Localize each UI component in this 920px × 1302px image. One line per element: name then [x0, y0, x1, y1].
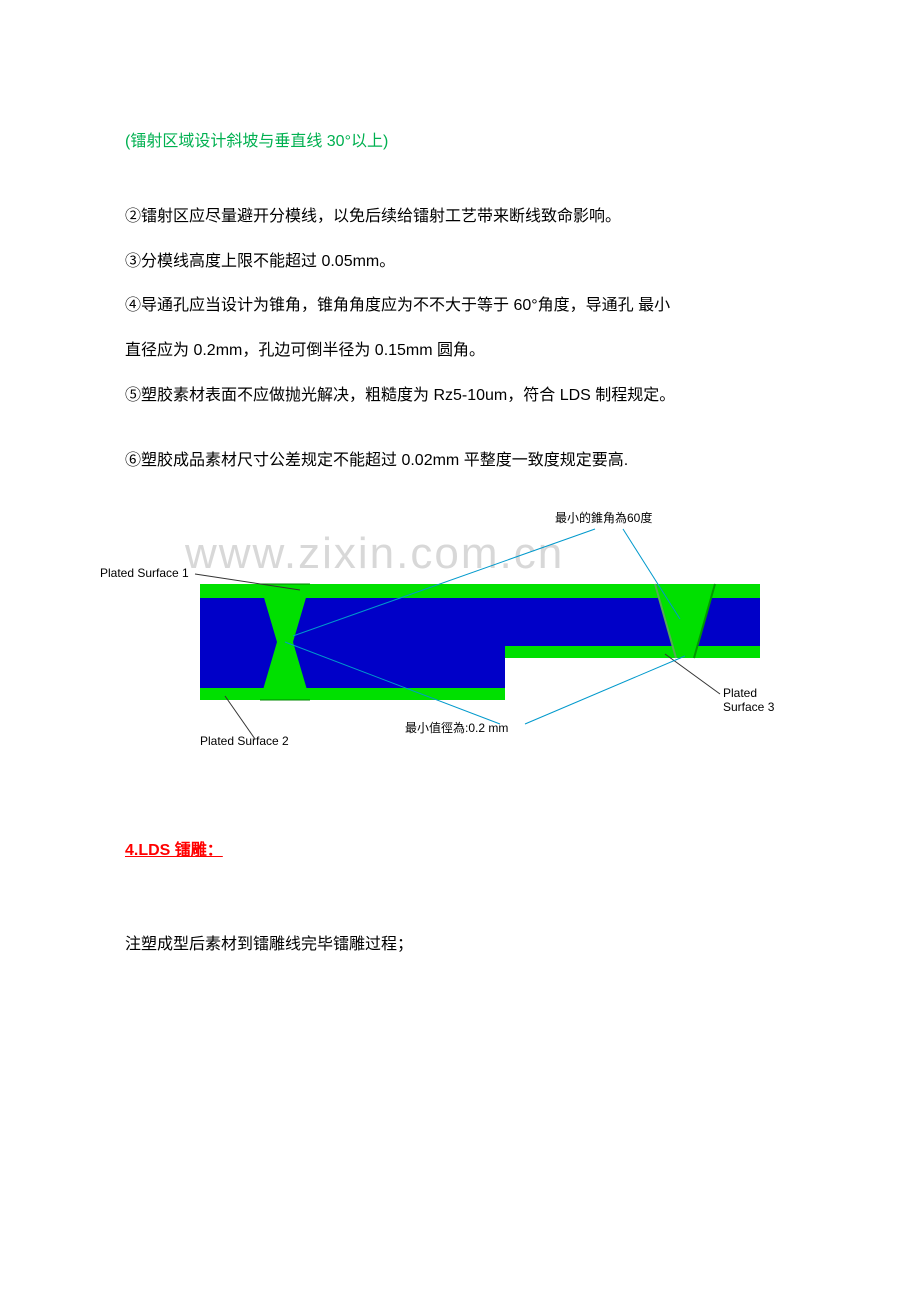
- item-3: ③分模线高度上限不能超过 0.05mm。: [125, 240, 795, 285]
- note-green: (镭射区域设计斜坡与垂直线 30°以上): [125, 120, 795, 165]
- item-4-line2: 直径应为 0.2mm，孔边可倒半径为 0.15mm 圆角。: [125, 329, 795, 374]
- section-4-body: 注塑成型后素材到镭雕线完毕镭雕过程；: [125, 923, 795, 968]
- item-5: ⑤塑胶素材表面不应做抛光解决，粗糙度为 Rz5-10um，符合 LDS 制程规定…: [125, 374, 795, 419]
- diagram-svg: [125, 524, 795, 754]
- section-4-heading: 4.LDS 镭雕：: [125, 842, 223, 859]
- item-6: ⑥塑胶成品素材尺寸公差规定不能超过 0.02mm 平整度一致度规定要高.: [125, 439, 795, 484]
- item-2: ②镭射区应尽量避开分模线，以免后续给镭射工艺带来断线致命影响。: [125, 195, 795, 240]
- cone-angle-diagram: www.zixin.com.cn 最小的錐角: [125, 524, 795, 759]
- item-4-line1: ④导通孔应当设计为锥角，锥角角度应为不不大于等于 60°角度，导通孔 最小: [125, 284, 795, 329]
